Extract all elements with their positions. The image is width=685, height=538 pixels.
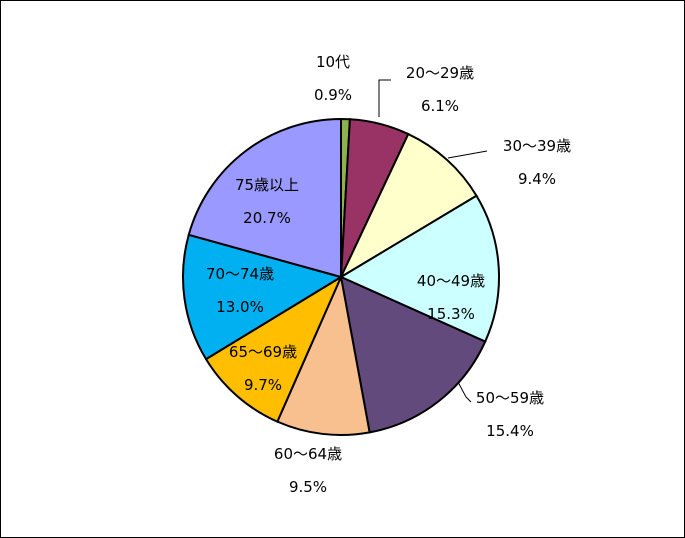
slice-value-label: 9.7% xyxy=(244,376,282,394)
slice-value-label: 9.5% xyxy=(289,478,327,496)
slice-category-label: 20～29歳 xyxy=(406,64,474,82)
slice-category-label: 60～64歳 xyxy=(274,445,342,463)
pie-slice xyxy=(187,117,342,279)
slice-category-label: 75歳以上 xyxy=(235,176,299,194)
slice-category-label: 40～49歳 xyxy=(417,272,485,290)
pie-slice xyxy=(276,273,371,436)
pie-slices xyxy=(182,117,500,436)
pie-labels: 10代 0.9% 20～29歳 6.1% 30～39歳 9.4% 40～49歳 15.3% 50… xyxy=(206,53,571,496)
leader-line xyxy=(378,79,391,117)
leader-line xyxy=(457,381,472,403)
pie-slice xyxy=(338,194,500,343)
pie-slice xyxy=(182,233,344,361)
slice-value-label: 15.3% xyxy=(427,305,475,323)
slice-category-label: 70～74歳 xyxy=(206,265,274,283)
leader-line xyxy=(447,150,488,159)
slice-value-label: 15.4% xyxy=(486,422,534,440)
slice-value-label: 13.0% xyxy=(216,298,264,316)
slice-category-label: 65～69歳 xyxy=(229,343,297,361)
slice-value-label: 20.7% xyxy=(243,209,291,227)
slice-category-label: 50～59歳 xyxy=(476,389,544,407)
slice-value-label: 0.9% xyxy=(314,86,352,104)
pie-slice xyxy=(338,132,478,280)
slice-value-label: 6.1% xyxy=(421,97,459,115)
pie-slice xyxy=(204,274,344,423)
pie-slice xyxy=(339,275,487,434)
slice-category-label: 30～39歳 xyxy=(503,137,571,155)
slice-category-label: 10代 xyxy=(316,53,350,71)
slice-value-label: 9.4% xyxy=(518,170,556,188)
